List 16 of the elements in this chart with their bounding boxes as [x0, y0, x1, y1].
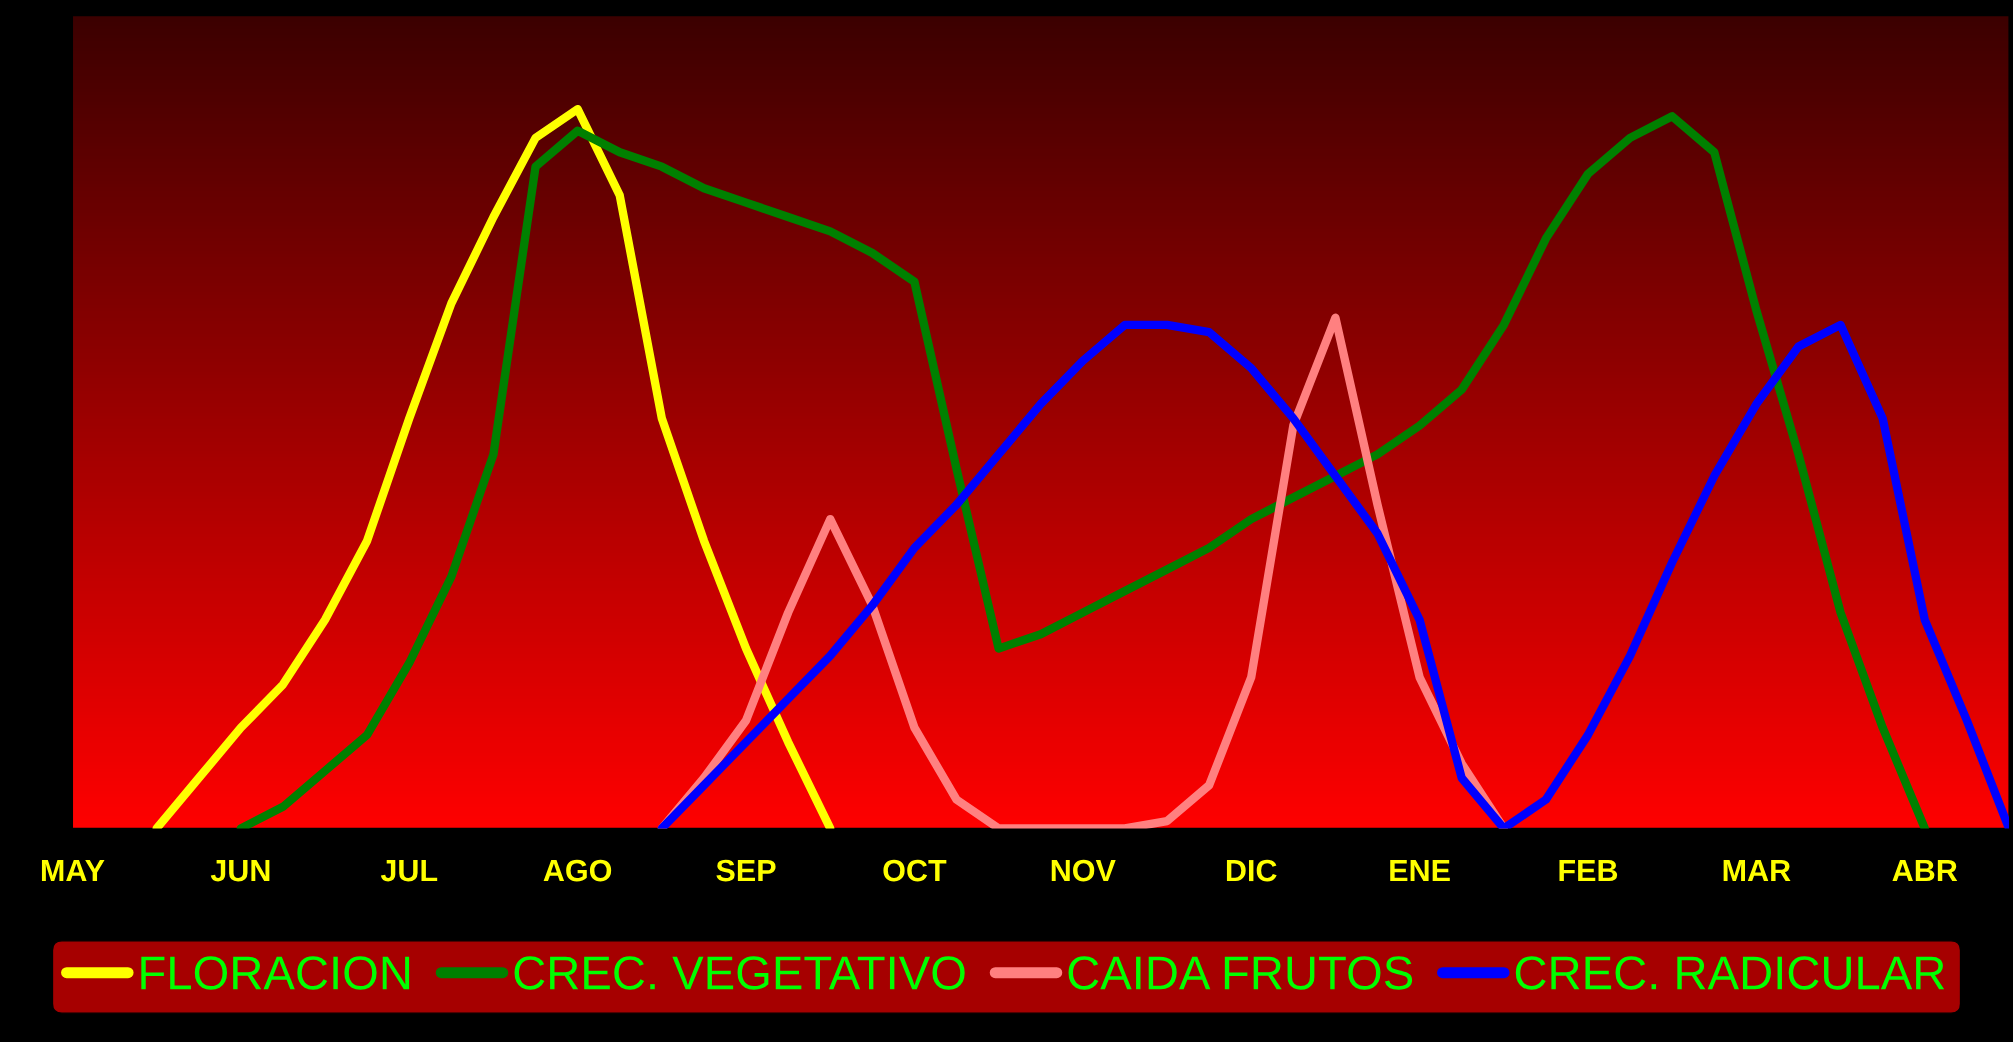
x-tick-label: AGO — [543, 859, 612, 882]
x-tick-label: JUL — [380, 860, 438, 882]
legend-label: FLORACION — [141, 956, 410, 990]
x-tick-label: DIC — [1226, 859, 1277, 882]
x-tick-label: ABR — [1892, 860, 1958, 882]
x-tick-label: SEP — [716, 859, 776, 882]
legend-label: CAIDA FRUTOS — [1068, 956, 1413, 990]
x-tick-label: MAR — [1723, 860, 1791, 882]
x-tick-label: NOV — [1051, 859, 1116, 882]
legend-label: CREC. VEGETATIVO — [514, 956, 965, 990]
x-tick-label: JUN — [210, 860, 270, 882]
x-tick-label: ENE — [1390, 860, 1450, 882]
x-tick-label: MAY — [41, 860, 105, 882]
legend-label: CREC. RADICULAR — [1515, 956, 1945, 990]
x-tick-label: OCT — [883, 859, 947, 882]
x-tick-label: FEB — [1559, 860, 1618, 882]
